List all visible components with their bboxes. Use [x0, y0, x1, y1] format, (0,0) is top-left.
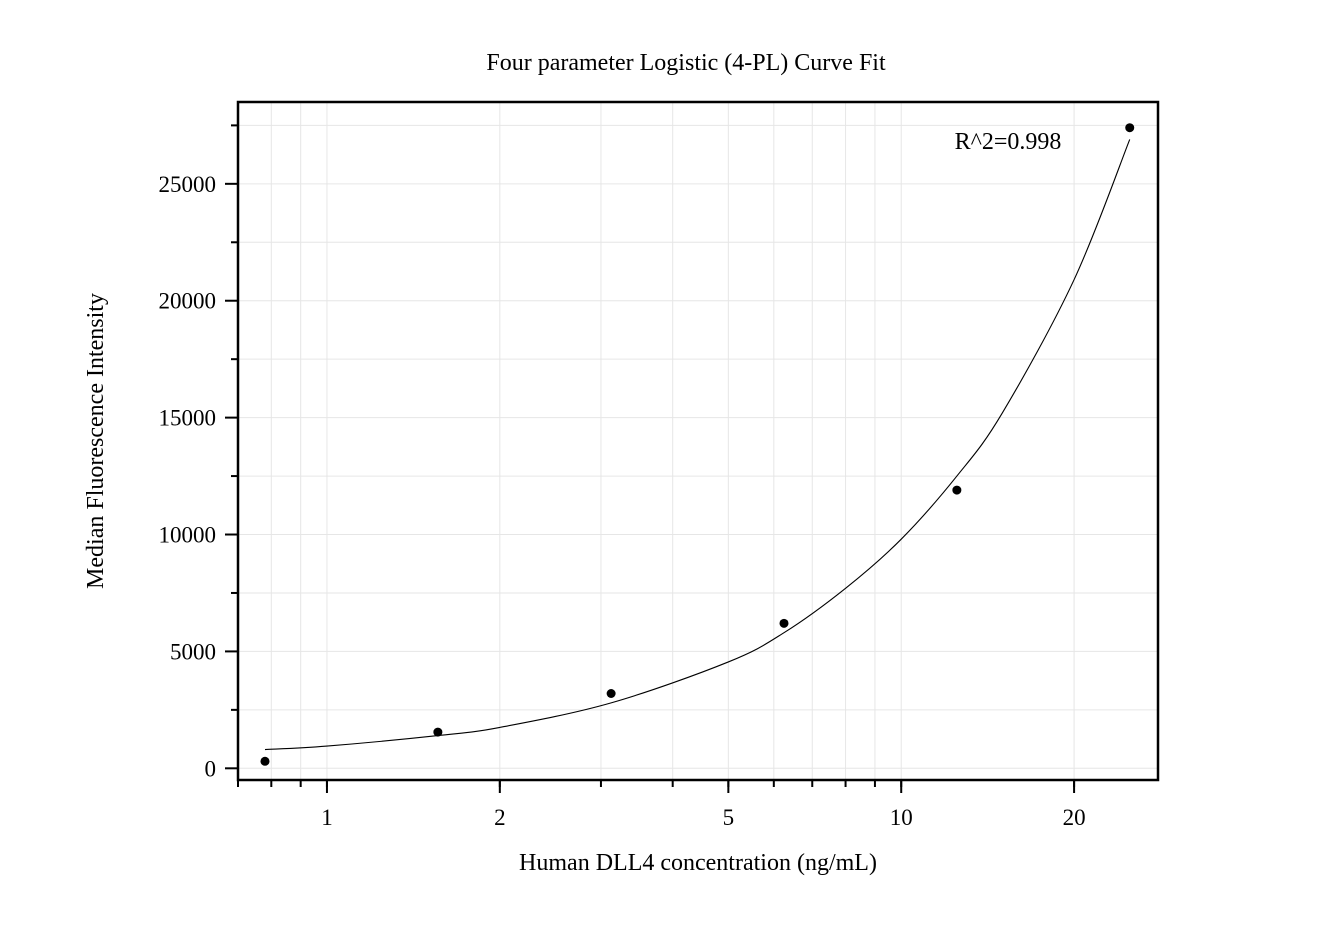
y-axis-label: Median Fluorescence Intensity: [83, 293, 109, 589]
x-tick-label: 20: [1063, 805, 1086, 830]
y-axis: 0 5000 10000 15000 20000 25000: [159, 124, 238, 781]
chart-title: Four parameter Logistic (4-PL) Curve Fit: [486, 50, 886, 76]
data-point: [433, 727, 443, 737]
x-tick-label: 5: [723, 805, 735, 830]
fit-curve-layer: [264, 139, 1131, 751]
plot-frame: [236, 100, 1160, 782]
x-tick-label: 1: [321, 805, 333, 830]
y-tick-label: 20000: [159, 289, 217, 314]
x-axis-label: Human DLL4 concentration (ng/mL): [519, 850, 877, 876]
data-point: [260, 756, 270, 766]
y-tick-label: 15000: [159, 406, 217, 431]
fit-curve: [264, 139, 1131, 751]
grid: [237, 102, 1158, 780]
y-tick-label: 10000: [159, 523, 217, 548]
y-tick-label: 5000: [170, 639, 216, 664]
r-squared-annotation: R^2=0.998: [955, 129, 1062, 155]
y-tick-label: 0: [205, 756, 217, 781]
data-point: [779, 618, 789, 628]
data-point: [606, 688, 616, 698]
x-tick-label: 10: [890, 805, 913, 830]
y-tick-label: 25000: [159, 172, 217, 197]
data-point: [952, 485, 962, 495]
x-axis: 1 2 5 10 20: [237, 780, 1086, 830]
data-point: [1125, 123, 1135, 133]
x-tick-label: 2: [494, 805, 506, 830]
data-points: [260, 123, 1135, 766]
